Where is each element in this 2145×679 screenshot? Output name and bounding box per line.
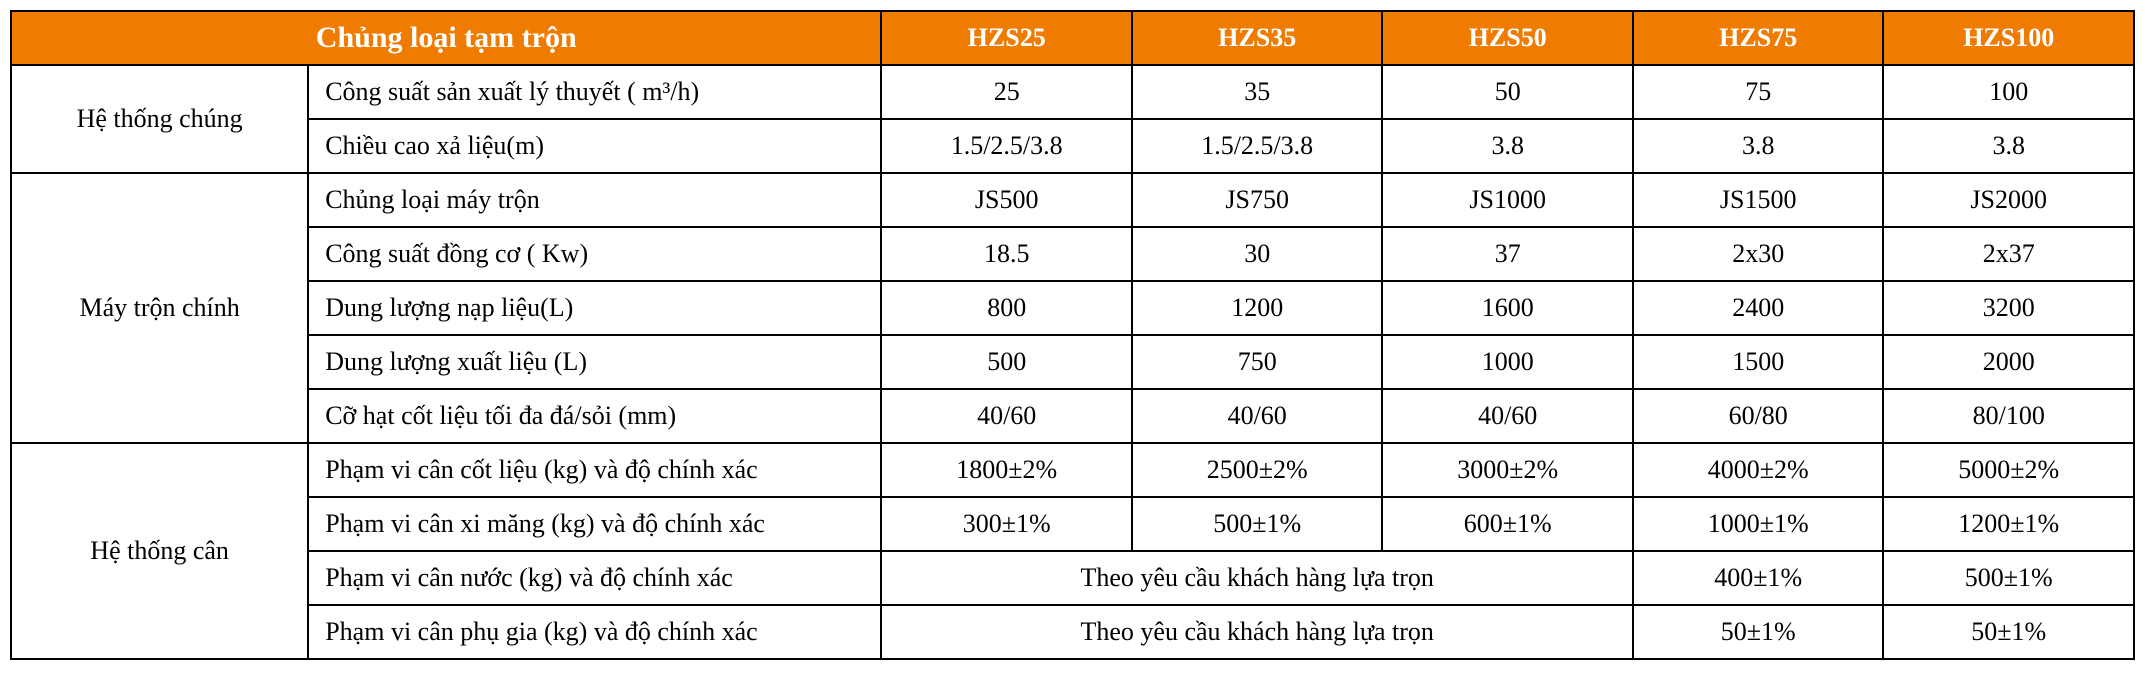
cell-value: 40/60 [881,389,1132,443]
param-label: Dung lượng nạp liệu(L) [308,281,881,335]
cell-value: 1200±1% [1883,497,2134,551]
table-row: Phạm vi cân xi măng (kg) và độ chính xác… [11,497,2134,551]
cell-value: 37 [1382,227,1633,281]
cell-value: 18.5 [881,227,1132,281]
param-label: Phạm vi cân cốt liệu (kg) và độ chính xá… [308,443,881,497]
cell-value: 2000 [1883,335,2134,389]
cell-merged: Theo yêu cầu khách hàng lựa trọn [881,551,1633,605]
cell-value: 3.8 [1382,119,1633,173]
cell-value: 75 [1633,65,1884,119]
cell-value: 3000±2% [1382,443,1633,497]
param-label: Cỡ hạt cốt liệu tối đa đá/sỏi (mm) [308,389,881,443]
param-label: Chủng loại máy trộn [308,173,881,227]
cell-value: 50±1% [1883,605,2134,659]
header-col: HZS50 [1382,11,1633,65]
table-row: Công suất đồng cơ ( Kw) 18.5 30 37 2x30 … [11,227,2134,281]
cell-value: 500±1% [1883,551,2134,605]
cell-value: JS500 [881,173,1132,227]
header-col: HZS75 [1633,11,1884,65]
cell-value: 30 [1132,227,1383,281]
cell-value: 50 [1382,65,1633,119]
cell-value: 50±1% [1633,605,1884,659]
cell-value: JS750 [1132,173,1383,227]
table-row: Hệ thống cân Phạm vi cân cốt liệu (kg) v… [11,443,2134,497]
param-label: Phạm vi cân xi măng (kg) và độ chính xác [308,497,881,551]
cell-value: 3.8 [1883,119,2134,173]
cell-value: 1000±1% [1633,497,1884,551]
cell-value: 40/60 [1132,389,1383,443]
cell-value: 1500 [1633,335,1884,389]
param-label: Phạm vi cân phụ gia (kg) và độ chính xác [308,605,881,659]
cell-value: 2x30 [1633,227,1884,281]
spec-table: Chủng loại tạm trộn HZS25 HZS35 HZS50 HZ… [10,10,2135,660]
table-row: Dung lượng nạp liệu(L) 800 1200 1600 240… [11,281,2134,335]
cell-value: 2500±2% [1132,443,1383,497]
cell-value: 3.8 [1633,119,1884,173]
cell-value: 4000±2% [1633,443,1884,497]
cell-value: 600±1% [1382,497,1633,551]
cell-value: 750 [1132,335,1383,389]
table-row: Phạm vi cân nước (kg) và độ chính xác Th… [11,551,2134,605]
table-row: Chiều cao xả liệu(m) 1.5/2.5/3.8 1.5/2.5… [11,119,2134,173]
header-title: Chủng loại tạm trộn [11,11,881,65]
cell-value: JS2000 [1883,173,2134,227]
cell-value: 300±1% [881,497,1132,551]
group-label: Máy trộn chính [11,173,308,443]
cell-value: 1.5/2.5/3.8 [1132,119,1383,173]
cell-value: 2x37 [1883,227,2134,281]
group-label: Hệ thống cân [11,443,308,659]
table-body: Hệ thống chúng Công suất sản xuất lý thu… [11,65,2134,659]
cell-value: 1.5/2.5/3.8 [881,119,1132,173]
param-label: Phạm vi cân nước (kg) và độ chính xác [308,551,881,605]
table-row: Cỡ hạt cốt liệu tối đa đá/sỏi (mm) 40/60… [11,389,2134,443]
cell-value: 35 [1132,65,1383,119]
cell-value: 1600 [1382,281,1633,335]
cell-value: 60/80 [1633,389,1884,443]
param-label: Chiều cao xả liệu(m) [308,119,881,173]
cell-merged: Theo yêu cầu khách hàng lựa trọn [881,605,1633,659]
cell-value: 5000±2% [1883,443,2134,497]
cell-value: 3200 [1883,281,2134,335]
cell-value: 40/60 [1382,389,1633,443]
header-col: HZS25 [881,11,1132,65]
param-label: Công suất đồng cơ ( Kw) [308,227,881,281]
cell-value: 100 [1883,65,2134,119]
cell-value: 500 [881,335,1132,389]
group-label: Hệ thống chúng [11,65,308,173]
cell-value: 1200 [1132,281,1383,335]
table-row: Hệ thống chúng Công suất sản xuất lý thu… [11,65,2134,119]
param-label: Công suất sản xuất lý thuyết ( m³/h) [308,65,881,119]
cell-value: 25 [881,65,1132,119]
table-row: Phạm vi cân phụ gia (kg) và độ chính xác… [11,605,2134,659]
cell-value: 500±1% [1132,497,1383,551]
header-col: HZS35 [1132,11,1383,65]
cell-value: 800 [881,281,1132,335]
table-row: Máy trộn chính Chủng loại máy trộn JS500… [11,173,2134,227]
table-row: Dung lượng xuất liệu (L) 500 750 1000 15… [11,335,2134,389]
cell-value: 400±1% [1633,551,1884,605]
cell-value: JS1000 [1382,173,1633,227]
param-label: Dung lượng xuất liệu (L) [308,335,881,389]
cell-value: 2400 [1633,281,1884,335]
header-col: HZS100 [1883,11,2134,65]
cell-value: 1800±2% [881,443,1132,497]
cell-value: 1000 [1382,335,1633,389]
table-header-row: Chủng loại tạm trộn HZS25 HZS35 HZS50 HZ… [11,11,2134,65]
cell-value: JS1500 [1633,173,1884,227]
cell-value: 80/100 [1883,389,2134,443]
